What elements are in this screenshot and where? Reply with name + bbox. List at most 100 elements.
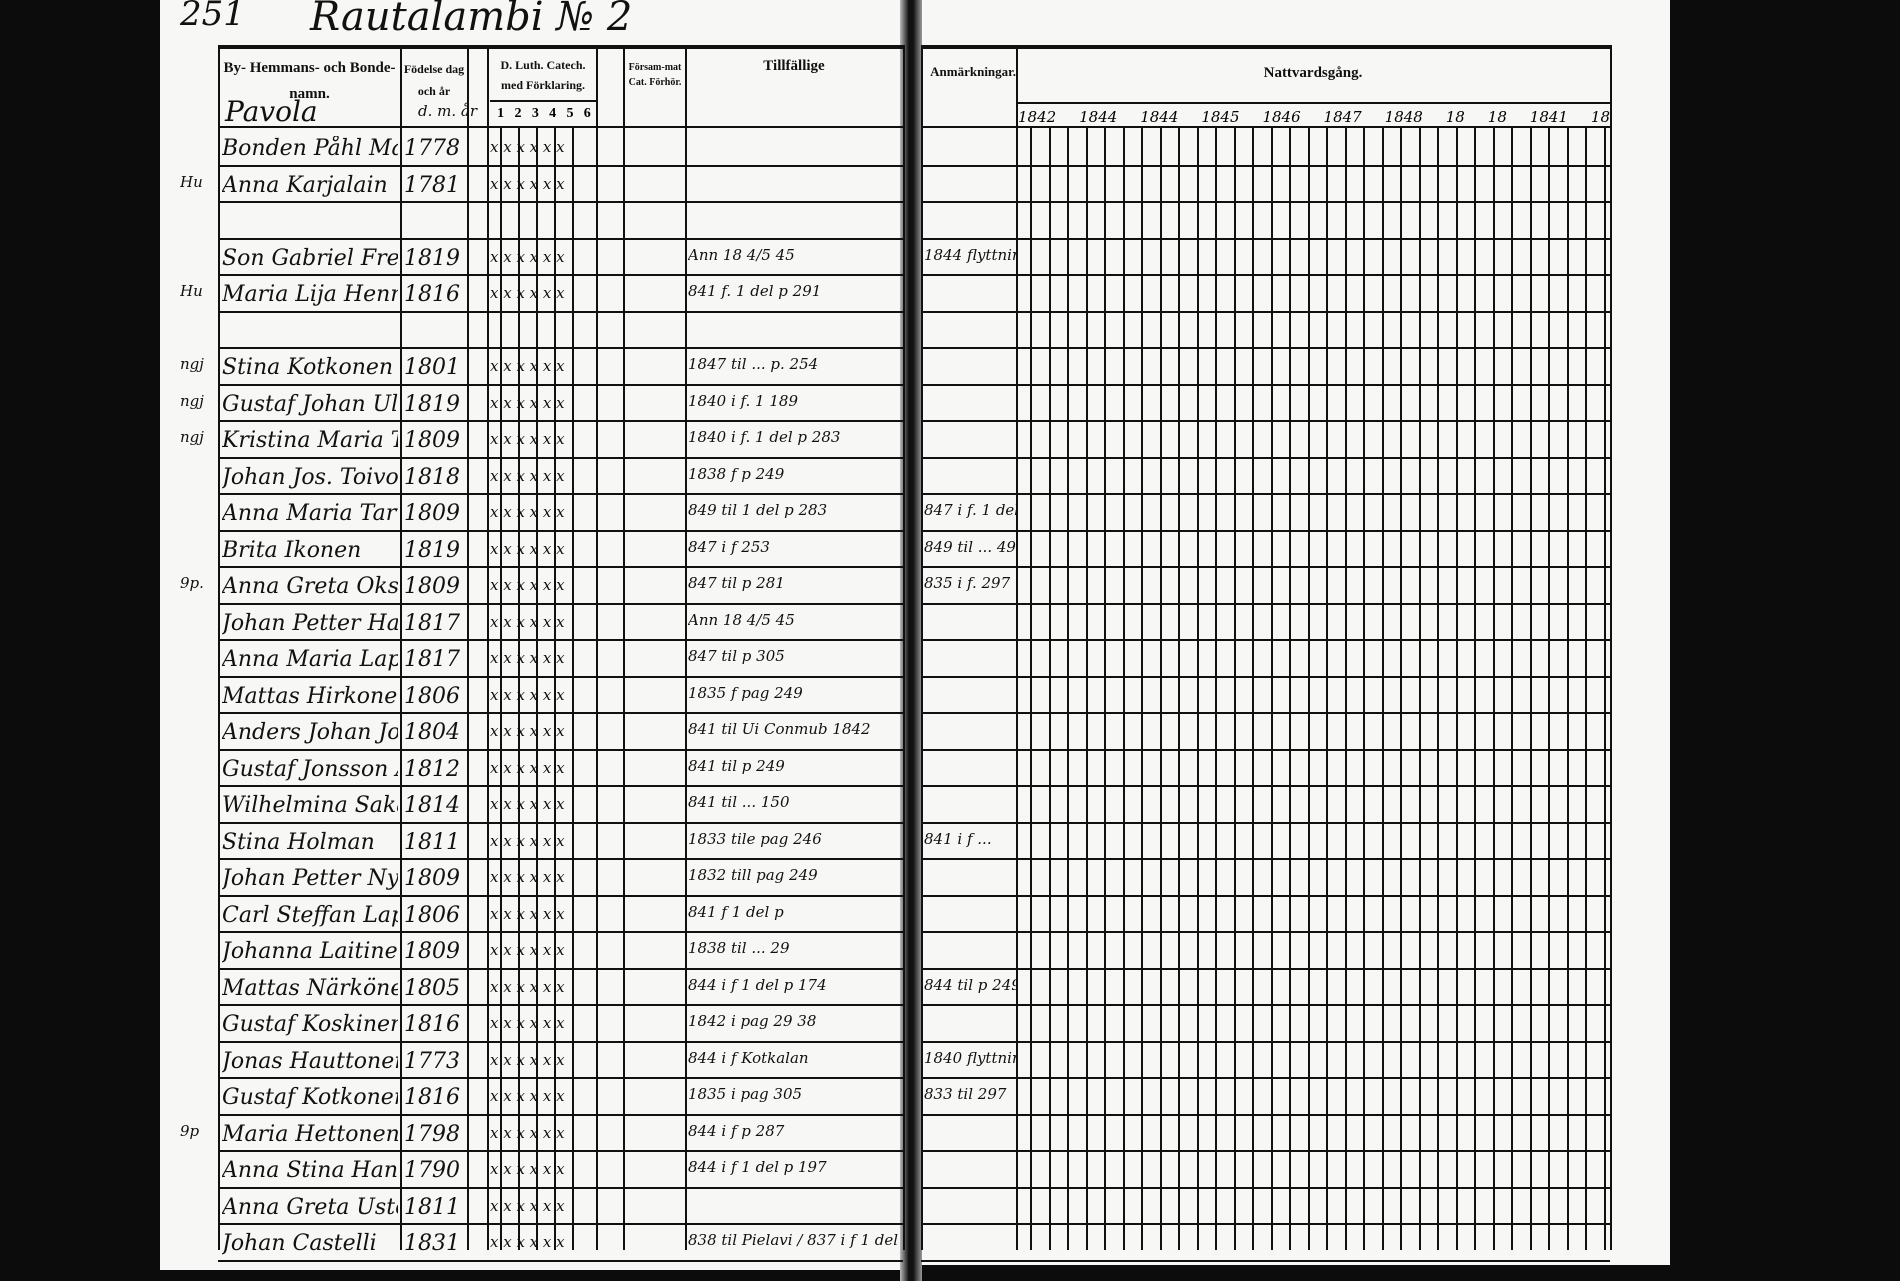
row-rule xyxy=(921,821,1610,824)
row-name: Maria Hettonen xyxy=(222,1121,398,1147)
row-rule xyxy=(921,164,1610,167)
row-name: Anna Greta Oksanen xyxy=(222,574,398,599)
row-rule xyxy=(921,748,1610,751)
catechism-marks: x x x x x x xyxy=(490,1233,565,1251)
row-rule xyxy=(218,1150,903,1152)
row-name: Son Gabriel Fredric xyxy=(222,245,398,271)
row-rule xyxy=(921,1004,1610,1006)
catechism-rule xyxy=(572,128,574,1250)
row-prefix: ngj xyxy=(180,428,204,446)
farm-name: Pavola xyxy=(225,95,318,128)
row-name: Kristina Maria Tarvain xyxy=(222,428,398,453)
catechism-marks: x x x x x x xyxy=(490,284,565,302)
row-occasional-note: 841 f 1 del p xyxy=(688,902,784,921)
row-name: Anna Maria Tarvonen xyxy=(222,501,398,526)
catechism-rule xyxy=(518,128,520,1250)
row-name: Stina Kotkonen xyxy=(222,355,394,380)
column-rule xyxy=(685,45,687,1250)
row-rule xyxy=(218,1077,903,1079)
communion-year: 1841 xyxy=(1529,108,1568,126)
row-birth-year: 1773 xyxy=(404,1048,460,1074)
row-birth-year: 1816 xyxy=(404,1085,460,1110)
row-birth-year: 1806 xyxy=(404,902,460,928)
row-occasional-note: 1835 f pag 249 xyxy=(688,683,803,702)
row-occasional-note: 1832 till pag 249 xyxy=(688,866,818,884)
row-name: Bonden Påhl Mauttonen xyxy=(222,136,398,161)
catechism-sub-label: 2 xyxy=(514,106,522,121)
row-birth-year: 1819 xyxy=(404,245,460,271)
row-occasional-note: 841 til Ui Conmub 1842 xyxy=(688,720,871,738)
catechism-marks: x x x x x x xyxy=(490,685,565,704)
row-name: Gustaf Johan Ulin xyxy=(222,391,398,417)
catechism-marks: x x x x x x xyxy=(490,904,565,923)
row-name: Johan Jos. Toivonen xyxy=(222,464,398,490)
catechism-sub-label: 5 xyxy=(566,106,574,121)
communion-rule xyxy=(1326,128,1328,1250)
row-rule xyxy=(218,493,903,495)
row-remark: 847 i f. 1 del p 287 xyxy=(924,501,1016,519)
row-rule xyxy=(921,1186,1610,1189)
communion-year: 1845 xyxy=(1201,108,1240,126)
row-rule xyxy=(218,858,903,860)
row-name: Mattas Närkönen xyxy=(222,975,398,1001)
row-remark: 833 til 297 xyxy=(924,1085,1007,1103)
row-birth-year: 1811 xyxy=(404,829,460,855)
communion-year: 18 xyxy=(1445,108,1465,126)
communion-rule xyxy=(1474,128,1476,1250)
row-name: Gustaf Koskinen xyxy=(222,1012,398,1037)
communion-year: 1846 xyxy=(1262,108,1301,126)
row-rule xyxy=(218,1040,903,1043)
communion-rule xyxy=(1511,128,1513,1250)
catechism-marks: x x x x x x xyxy=(490,1087,565,1105)
communion-rule xyxy=(1104,128,1106,1250)
catechism-marks: x x x x x x xyxy=(490,1196,565,1215)
communion-rule xyxy=(1529,128,1532,1250)
communion-year: 1842 xyxy=(1018,108,1057,126)
row-name: Johan Petter Hauttonen xyxy=(222,610,398,636)
years-rule xyxy=(1016,102,1610,104)
communion-rule xyxy=(1400,128,1402,1250)
row-birth-year: 1806 xyxy=(404,683,460,709)
row-birth-year: 1809 xyxy=(404,866,460,891)
row-occasional-note: Ann 18 4/5 45 xyxy=(688,245,795,264)
row-name: Gustaf Kotkonen xyxy=(222,1085,398,1110)
row-name: Maria Lija Henriksdr xyxy=(222,282,398,307)
row-rule xyxy=(218,529,903,532)
row-remark: 1844 flyttning mellan ... Sarri xyxy=(924,245,1016,264)
row-prefix: 9p xyxy=(180,1121,200,1140)
row-rule xyxy=(218,675,903,678)
row-birth-year: 1804 xyxy=(404,720,460,745)
row-rule xyxy=(218,748,903,751)
communion-rule xyxy=(1289,128,1291,1250)
row-name: Anna Karjalain xyxy=(222,172,388,198)
row-birth-year: 1809 xyxy=(404,428,460,453)
row-rule xyxy=(218,566,903,568)
row-rule xyxy=(921,1077,1610,1079)
communion-rule xyxy=(1196,128,1199,1250)
row-rule xyxy=(218,1223,903,1225)
catechism-marks: x x x x x x xyxy=(490,1160,565,1178)
catechism-marks: x x x x x x xyxy=(490,1050,565,1069)
communion-rule xyxy=(1307,128,1310,1250)
row-birth-year: 1817 xyxy=(404,647,460,672)
catechism-marks: x x x x x x xyxy=(490,831,565,850)
row-birth-year: 1816 xyxy=(404,282,460,307)
catechism-marks: x x x x x x xyxy=(490,503,565,521)
row-occasional-note: 847 i f 253 xyxy=(688,537,770,556)
row-occasional-note: 844 i f 1 del p 174 xyxy=(688,975,827,994)
header-rule xyxy=(218,126,903,128)
row-occasional-note: 847 til p 281 xyxy=(688,574,785,592)
column-rule xyxy=(1610,45,1612,1250)
catechism-marks: x x x x x x xyxy=(490,430,565,448)
catechism-marks: x x x x x x xyxy=(490,977,565,996)
catechism-marks: x x x x x x xyxy=(490,722,565,740)
page-number: 251 xyxy=(180,0,245,34)
row-name: Johan Petter Nykänen xyxy=(222,866,398,891)
communion-rule xyxy=(1159,128,1162,1250)
catechism-sub-label: 6 xyxy=(583,106,591,121)
communion-year: 1848 xyxy=(1384,108,1423,126)
communion-year: 1847 xyxy=(1323,108,1362,126)
row-rule xyxy=(921,201,1610,203)
row-occasional-note: 1835 i pag 305 xyxy=(688,1085,803,1103)
communion-year: 1844 xyxy=(1079,108,1118,126)
